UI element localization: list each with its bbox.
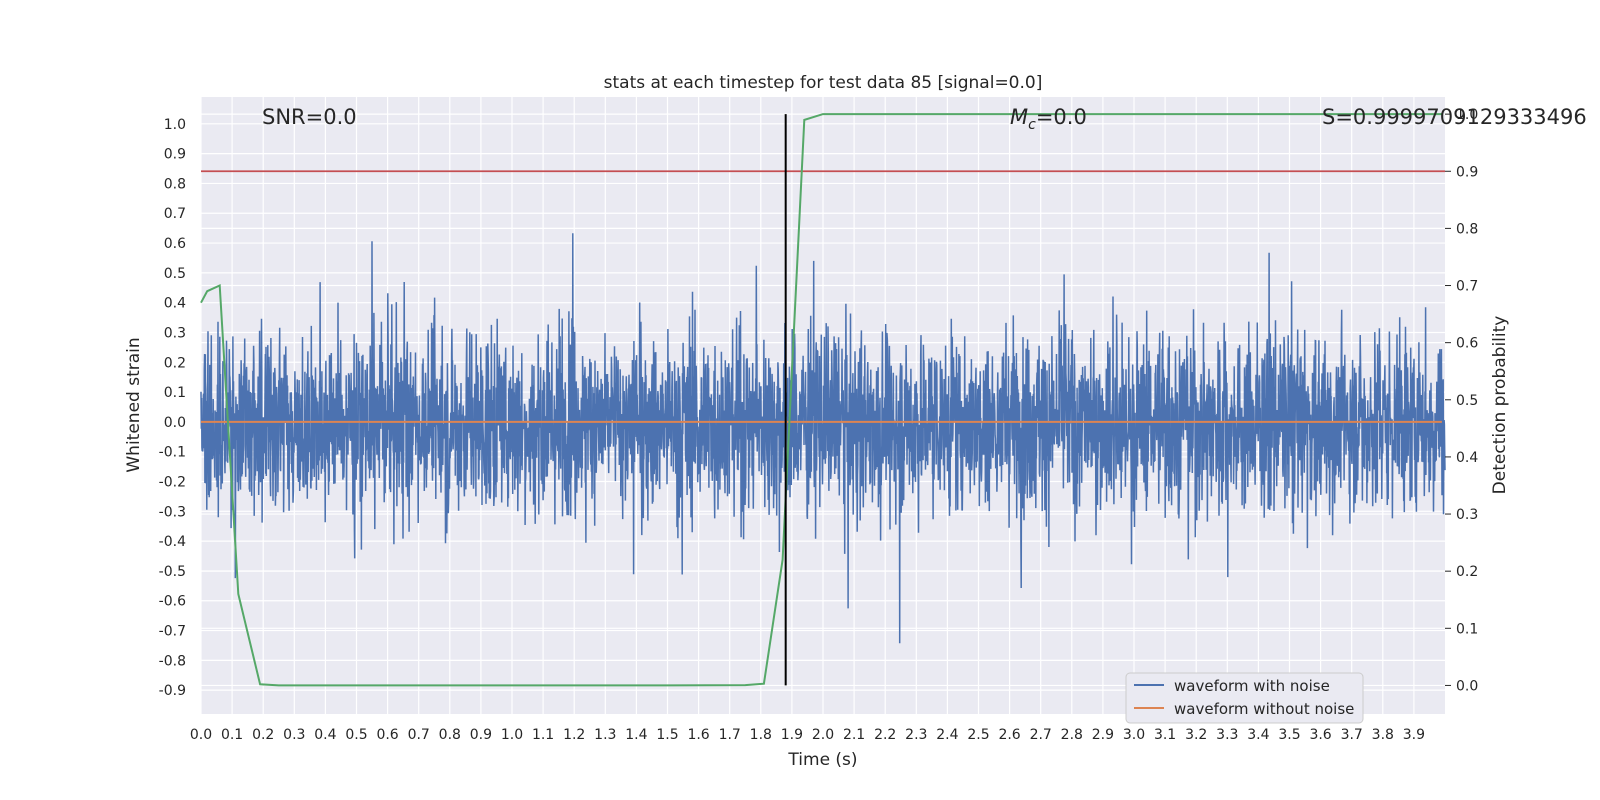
left-axis-label: Whitened strain [124, 337, 144, 472]
x-tick-label: 2.1 [843, 727, 865, 743]
x-tick-label: 1.3 [594, 727, 616, 743]
x-tick-label: 2.2 [874, 727, 896, 743]
left-tick-label: 0.0 [164, 415, 186, 431]
legend: waveform with noise waveform without noi… [1125, 672, 1364, 724]
x-tick-label: 0.1 [221, 727, 243, 743]
s-annotation: S=0.9999709129333496 [1322, 105, 1587, 129]
x-tick-label: 0.9 [470, 727, 492, 743]
x-tick-label: 0.4 [314, 727, 336, 743]
x-tick-label: 1.6 [687, 727, 709, 743]
x-tick-label: 0.0 [190, 727, 212, 743]
x-tick-label: 3.7 [1341, 727, 1363, 743]
left-tick-label: -0.8 [159, 653, 186, 669]
left-tick-label: -0.5 [159, 564, 186, 580]
right-tick-label: 0.8 [1456, 221, 1478, 237]
left-tick-label: 0.8 [164, 176, 186, 192]
x-tick-label: 2.7 [1030, 727, 1052, 743]
right-tick-label: 0.6 [1456, 336, 1478, 352]
x-tick-label: 2.8 [1061, 727, 1083, 743]
x-tick-label: 1.8 [750, 727, 772, 743]
snr-annotation: SNR=0.0 [262, 105, 357, 129]
chart-title: stats at each timestep for test data 85 … [604, 73, 1043, 93]
x-tick-label: 1.1 [532, 727, 554, 743]
x-tick-label: 1.2 [563, 727, 585, 743]
right-tick-label: 0.1 [1456, 621, 1478, 637]
left-tick-label: -0.4 [159, 534, 186, 550]
left-tick-label: 1.0 [164, 117, 186, 133]
left-tick-label: 0.3 [164, 325, 186, 341]
right-tick-label: 0.3 [1456, 507, 1478, 523]
x-tick-label: 1.9 [781, 727, 803, 743]
mc-subscript: c [1028, 117, 1036, 133]
legend-label-noisy: waveform with noise [1174, 677, 1330, 695]
left-tick-label: 0.7 [164, 206, 186, 222]
right-tick-label: 0.7 [1456, 279, 1478, 295]
right-axis-label: Detection probability [1490, 316, 1510, 495]
x-tick-label: 1.7 [719, 727, 741, 743]
left-tick-label: 0.4 [164, 296, 186, 312]
x-axis-label: Time (s) [787, 750, 857, 770]
left-tick-label: -0.3 [159, 504, 186, 520]
x-tick-label: 2.0 [812, 727, 834, 743]
right-tick-label: 0.2 [1456, 564, 1478, 580]
series-detection-probability [200, 113, 1442, 687]
x-tick-label: 0.8 [439, 727, 461, 743]
x-tick-label: 2.6 [998, 727, 1020, 743]
x-tick-label: 2.9 [1092, 727, 1114, 743]
x-tick-label: 2.3 [905, 727, 927, 743]
left-tick-label: -0.7 [159, 624, 186, 640]
left-tick-label: -0.1 [159, 445, 186, 461]
right-tick-label: 1.0 [1456, 107, 1478, 123]
x-tick-label: 0.6 [376, 727, 398, 743]
right-tick-label: 0.5 [1456, 393, 1478, 409]
x-tick-label: 0.7 [408, 727, 430, 743]
series-waveform-with-noise [200, 233, 1446, 644]
x-tick-label: 3.8 [1372, 727, 1394, 743]
left-axis-ticks: 1.0 0.9 0.8 0.7 0.6 0.5 0.4 0.3 0.2 0.1 0.0 -0.1 -0.… [159, 117, 186, 699]
x-tick-label: 2.4 [936, 727, 958, 743]
x-axis-ticks: 0.0 0.1 0.2 0.3 0.4 0.5 0.6 0.7 0.8 0.9 1.0 1.1 1.2 1… [190, 727, 1425, 743]
x-tick-label: 3.9 [1403, 727, 1425, 743]
legend-box [1125, 672, 1364, 724]
left-tick-label: 0.1 [164, 385, 186, 401]
left-tick-label: 0.5 [164, 266, 186, 282]
right-axis-ticks: 1.0 0.9 0.8 0.7 0.6 0.5 0.4 0.3 0.2 0.1 0.0 [1445, 107, 1478, 694]
left-tick-label: -0.9 [159, 683, 186, 699]
x-tick-label: 3.6 [1309, 727, 1331, 743]
x-tick-label: 3.2 [1185, 727, 1207, 743]
right-tick-label: 0.9 [1456, 164, 1478, 180]
noisy-waveform-line [200, 233, 1446, 644]
x-tick-label: 1.0 [501, 727, 523, 743]
left-tick-label: 0.2 [164, 355, 186, 371]
x-tick-label: 0.2 [252, 727, 274, 743]
left-tick-label: 0.6 [164, 236, 186, 252]
right-tick-label: 0.4 [1456, 450, 1478, 466]
left-tick-label: 0.9 [164, 147, 186, 163]
left-tick-label: -0.6 [159, 594, 186, 610]
x-tick-label: 3.0 [1123, 727, 1145, 743]
left-tick-label: -0.2 [159, 475, 186, 491]
mc-value: =0.0 [1036, 105, 1087, 129]
x-tick-label: 0.3 [283, 727, 305, 743]
x-tick-label: 0.5 [345, 727, 367, 743]
x-tick-label: 3.4 [1247, 727, 1269, 743]
x-tick-label: 1.5 [656, 727, 678, 743]
right-tick-label: 0.0 [1456, 678, 1478, 694]
legend-label-clean: waveform without noise [1174, 700, 1354, 718]
x-tick-label: 1.4 [625, 727, 647, 743]
x-tick-label: 3.3 [1216, 727, 1238, 743]
mc-symbol: M [1010, 105, 1028, 129]
x-tick-label: 2.5 [967, 727, 989, 743]
mc-annotation: Mc=0.0 [1010, 105, 1087, 133]
x-tick-label: 3.1 [1154, 727, 1176, 743]
x-tick-label: 3.5 [1278, 727, 1300, 743]
